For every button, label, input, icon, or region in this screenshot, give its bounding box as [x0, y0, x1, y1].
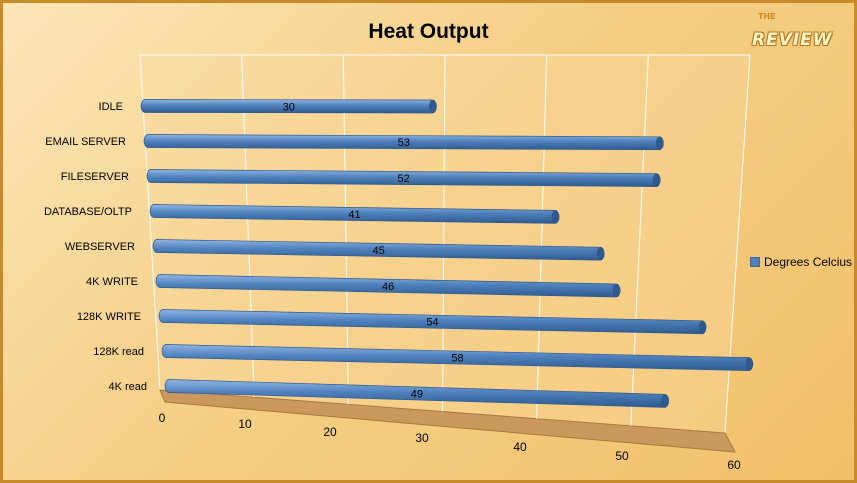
- x-tick-label: 40: [513, 440, 527, 454]
- category-label: 4K read: [108, 381, 147, 393]
- category-label: 128K read: [93, 346, 144, 358]
- logo-small-text: THE: [758, 12, 776, 21]
- bar: [155, 274, 621, 298]
- bar: [161, 344, 754, 371]
- data-label: 41: [348, 209, 360, 221]
- category-label: EMAIL SERVER: [45, 136, 126, 148]
- data-label: 52: [398, 173, 410, 185]
- gridline: [342, 54, 349, 405]
- x-tick-label: 20: [323, 425, 337, 439]
- chart-title: Heat Output: [368, 20, 489, 43]
- x-tick-label: 60: [727, 458, 741, 472]
- data-label: 30: [283, 101, 295, 113]
- category-label: FILESERVER: [61, 171, 129, 183]
- logo-big-text: REVIEW: [752, 30, 833, 50]
- bar: [152, 239, 605, 261]
- legend-swatch: [750, 257, 760, 267]
- data-label: 54: [426, 317, 438, 329]
- site-logo: THE REVIEW: [752, 12, 844, 54]
- category-label: IDLE: [99, 101, 123, 113]
- data-label: 49: [411, 388, 423, 400]
- bar: [140, 99, 437, 114]
- bar: [164, 379, 670, 408]
- legend: Degrees Celcius: [750, 255, 852, 269]
- x-tick-label: 10: [238, 417, 252, 431]
- bar: [143, 134, 664, 151]
- category-label: 128K WRITE: [77, 311, 141, 323]
- x-tick-label: 0: [159, 411, 166, 425]
- x-tick-label: 50: [615, 449, 629, 463]
- bar: [146, 169, 661, 187]
- data-label: 58: [451, 353, 463, 365]
- category-label: DATABASE/OLTP: [44, 206, 132, 218]
- data-label: 46: [382, 281, 394, 293]
- bar: [158, 309, 707, 335]
- category-label: 4K WRITE: [86, 276, 138, 288]
- bar: [149, 204, 560, 224]
- data-label: 45: [373, 245, 385, 257]
- category-label: WEBSERVER: [65, 241, 135, 253]
- data-label: 53: [398, 137, 410, 149]
- legend-label: Degrees Celcius: [764, 255, 853, 269]
- x-tick-label: 30: [415, 431, 429, 445]
